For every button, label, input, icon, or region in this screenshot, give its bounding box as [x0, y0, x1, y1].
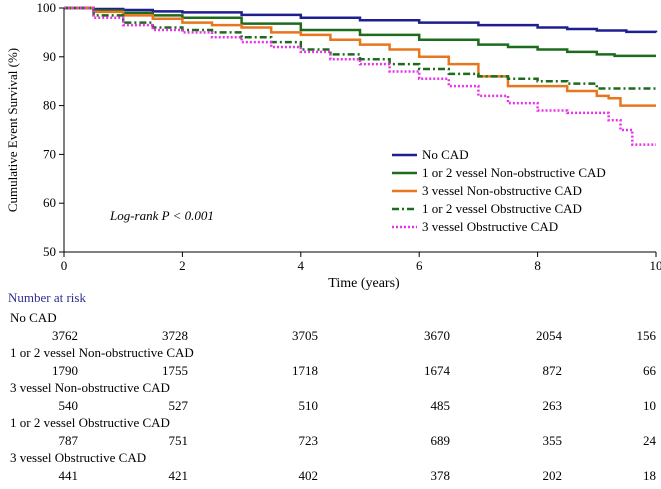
legend-label-5: 3 vessel Obstructive CAD — [422, 219, 558, 234]
ticks: 0 2 4 6 8 10 50 60 70 80 90 100 — [37, 0, 661, 273]
legend-label-3: 3 vessel Non-obstructive CAD — [422, 183, 582, 198]
y-tick-label: 70 — [43, 146, 56, 161]
legend-label-1: No CAD — [422, 147, 469, 162]
series-line-5 — [64, 6, 656, 146]
x-tick-label: 10 — [650, 258, 661, 273]
risk-group-label: 3 vessel Obstructive CAD — [10, 450, 147, 465]
risk-count: 540 — [58, 398, 79, 413]
risk-count: 510 — [298, 398, 319, 413]
y-tick-label: 100 — [37, 0, 57, 15]
series-line-1 — [64, 6, 658, 34]
y-axis-label: Cumulative Event Survival (%) — [5, 48, 20, 212]
series-line-2 — [64, 6, 656, 58]
x-tick-label: 6 — [416, 258, 423, 273]
risk-count: 2054 — [536, 328, 562, 343]
risk-count: 3705 — [292, 328, 318, 343]
risk-count: 1718 — [292, 363, 318, 378]
risk-count: 751 — [168, 433, 189, 448]
risk-count: 723 — [298, 433, 319, 448]
risk-group-label: 3 vessel Non-obstructive CAD — [10, 380, 170, 395]
series-line-3 — [64, 6, 656, 107]
log-rank-annotation: Log-rank P < 0.001 — [109, 208, 214, 223]
risk-count: 485 — [430, 398, 451, 413]
risk-count: 787 — [58, 433, 79, 448]
risk-count: 263 — [542, 398, 563, 413]
legend-label-4: 1 or 2 vessel Obstructive CAD — [422, 201, 582, 216]
risk-count: 378 — [430, 468, 451, 483]
y-tick-label: 90 — [43, 49, 56, 64]
risk-count: 66 — [643, 363, 656, 378]
y-tick-label: 60 — [43, 195, 56, 210]
survival-curves — [64, 6, 658, 146]
risk-count: 689 — [430, 433, 451, 448]
risk-count: 355 — [542, 433, 563, 448]
legend: No CAD 1 or 2 vessel Non-obstructive CAD 3… — [392, 147, 606, 234]
x-tick-label: 4 — [298, 258, 305, 273]
risk-count: 156 — [636, 328, 657, 343]
risk-count: 402 — [298, 468, 319, 483]
risk-count: 441 — [58, 468, 79, 483]
y-tick-label: 50 — [43, 244, 56, 259]
risk-group-label: 1 or 2 vessel Obstructive CAD — [10, 415, 170, 430]
x-tick-label: 0 — [61, 258, 68, 273]
risk-count: 1755 — [162, 363, 188, 378]
axes — [63, 8, 656, 253]
risk-group-label: No CAD — [10, 310, 57, 325]
x-axis-label: Time (years) — [328, 276, 400, 290]
risk-count: 1790 — [52, 363, 78, 378]
x-tick-label: 2 — [179, 258, 186, 273]
risk-count: 527 — [168, 398, 189, 413]
risk-count: 3762 — [52, 328, 78, 343]
legend-label-2: 1 or 2 vessel Non-obstructive CAD — [422, 165, 606, 180]
x-tick-label: 8 — [534, 258, 541, 273]
risk-count: 3670 — [424, 328, 450, 343]
y-tick-label: 80 — [43, 98, 56, 113]
risk-count: 10 — [643, 398, 656, 413]
survival-chart: 0 2 4 6 8 10 50 60 70 80 90 100 Time (years) Cumula… — [5, 0, 661, 290]
risk-group-label: 1 or 2 vessel Non-obstructive CAD — [10, 345, 194, 360]
risk-count: 18 — [643, 468, 656, 483]
risk-table-title: Number at risk — [8, 290, 86, 305]
risk-count: 24 — [643, 433, 656, 448]
risk-count: 1674 — [424, 363, 450, 378]
risk-count: 202 — [542, 468, 563, 483]
risk-count: 872 — [542, 363, 563, 378]
risk-count: 3728 — [162, 328, 188, 343]
risk-count: 421 — [168, 468, 189, 483]
